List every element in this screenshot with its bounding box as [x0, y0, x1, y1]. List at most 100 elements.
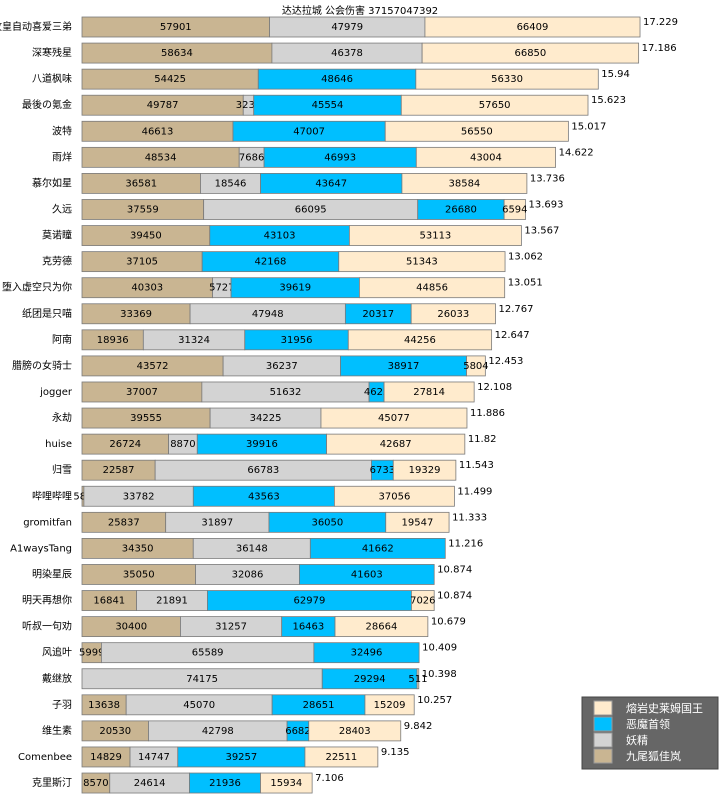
segment-label: 21891	[156, 596, 188, 607]
segment-label: 74175	[186, 674, 218, 685]
total-label: 9.135	[381, 747, 410, 758]
total-label: 11.216	[448, 538, 483, 549]
segment-label: 36050	[311, 517, 343, 528]
segment-label: 51632	[270, 387, 302, 398]
segment-label: 57650	[479, 100, 511, 111]
segment-label: 31897	[201, 517, 233, 528]
segment-label: 6682	[285, 726, 310, 737]
y-tick-label: 腊膀の女骑士	[12, 359, 72, 372]
y-tick-label: huise	[45, 439, 72, 450]
total-label: 11.333	[452, 512, 487, 523]
total-label: 13.693	[528, 199, 563, 210]
y-tick-label: 莫诺瞳	[42, 229, 72, 242]
legend-swatch	[593, 716, 613, 732]
bar-segment	[385, 511, 450, 533]
segment-label: 43103	[264, 231, 296, 242]
segment-label: 28651	[303, 700, 335, 711]
segment-label: 8870	[170, 439, 195, 450]
segment-label: 21936	[209, 778, 241, 789]
segment-label: 40303	[131, 283, 163, 294]
y-tick-label: 归雪	[52, 463, 72, 476]
segment-label: 46378	[331, 48, 363, 59]
segment-label: 34225	[250, 413, 282, 424]
segment-label: 13638	[88, 700, 120, 711]
total-label: 15.017	[571, 121, 606, 132]
segment-label: 28403	[339, 726, 371, 737]
y-tick-label: 戴继放	[42, 672, 72, 685]
segment-label: 42168	[255, 257, 287, 268]
segment-label: 49787	[147, 100, 179, 111]
segment-label: 18936	[97, 335, 129, 346]
total-label: 10.257	[417, 695, 452, 706]
bar-segment	[424, 16, 641, 38]
y-tick-label: 纸团是只喵	[22, 307, 72, 320]
y-tick-label: 久远	[52, 203, 72, 215]
segment-label: 6733	[370, 465, 395, 476]
segment-label: 37105	[126, 257, 158, 268]
segment-label: 7686	[239, 152, 264, 163]
total-label: 7.106	[315, 773, 344, 784]
bar-segment	[348, 225, 522, 246]
segment-label: 39257	[225, 752, 257, 763]
y-tick-label: jogger	[39, 387, 73, 398]
segment-label: 16463	[292, 622, 324, 633]
segment-label: 33369	[120, 309, 152, 320]
segment-label: 62979	[294, 596, 326, 607]
segment-label: 66850	[514, 48, 546, 59]
bar-segment	[334, 616, 429, 638]
legend-swatch	[593, 748, 613, 764]
segment-label: 30400	[115, 622, 147, 633]
chart-title: 达达拉城 公会伤害 37157047392	[282, 4, 438, 17]
segment-label: 22587	[103, 465, 135, 476]
segment-label: 25837	[108, 517, 140, 528]
y-tick-label: 子羽	[52, 699, 72, 711]
y-tick-label: 最後の氪金	[22, 98, 72, 111]
segment-label: 26724	[109, 439, 141, 450]
segment-label: 44856	[416, 283, 448, 294]
total-label: 11.499	[457, 486, 492, 497]
segment-label: 58634	[161, 48, 193, 59]
segment-label: 24614	[134, 778, 166, 789]
segment-label: 66783	[247, 465, 279, 476]
segment-label: 66095	[295, 204, 327, 215]
bar-segment	[411, 590, 435, 611]
segment-label: 47979	[331, 22, 363, 33]
segment-label: 54425	[154, 74, 186, 85]
segment-label: 47948	[252, 309, 284, 320]
y-tick-label: 玟皇自动喜爱三弟	[0, 20, 72, 33]
segment-label: 3236	[236, 100, 261, 111]
segment-label: 43563	[248, 491, 280, 502]
segment-label: 57901	[160, 22, 192, 33]
segment-label: 31324	[178, 335, 210, 346]
bar-segment	[347, 329, 493, 351]
segment-label: 38917	[388, 361, 420, 372]
bar-segment	[308, 720, 402, 742]
total-label: 17.186	[642, 43, 677, 54]
segment-label: 41662	[362, 543, 394, 554]
y-tick-label: 阿南	[52, 333, 72, 346]
y-tick-label: 深寒残星	[32, 46, 72, 59]
total-label: 10.409	[422, 643, 457, 654]
segment-label: 43572	[137, 361, 169, 372]
segment-label: 20530	[99, 726, 131, 737]
y-tick-label: 波特	[52, 124, 72, 137]
total-label: 17.229	[643, 17, 678, 28]
segment-label: 7026	[410, 596, 435, 607]
segment-label: 48534	[145, 152, 177, 163]
bar-segment	[364, 694, 415, 716]
y-tick-label: 听叔一句劝	[22, 620, 72, 633]
segment-label: 26680	[445, 204, 477, 215]
total-label: 10.874	[437, 564, 472, 575]
segment-label: 8570	[83, 778, 108, 789]
bar-segment	[392, 459, 457, 481]
bar-segment	[384, 120, 569, 142]
segment-label: 585	[73, 491, 92, 502]
total-label: 13.062	[508, 252, 543, 263]
bar-segment	[421, 42, 640, 64]
segment-label: 44256	[404, 335, 436, 346]
segment-label: 20317	[362, 309, 394, 320]
bar-segment	[309, 538, 446, 559]
bar-segment	[503, 199, 526, 220]
total-label: 15.94	[601, 69, 630, 80]
total-label: 9.842	[404, 721, 433, 732]
